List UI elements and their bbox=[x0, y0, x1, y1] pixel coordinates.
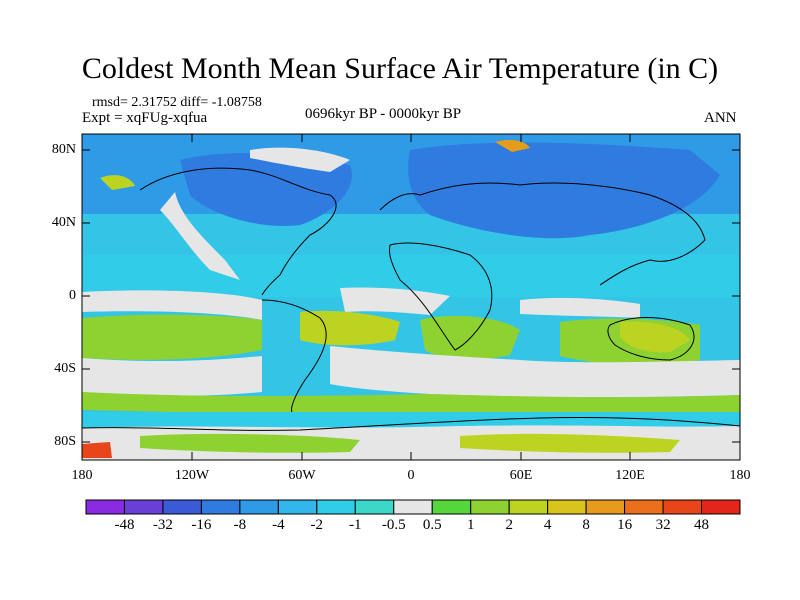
colorbar-label: -0.5 bbox=[381, 517, 406, 533]
colorbar-swatch bbox=[547, 499, 587, 515]
experiment-label: Expt = xqFUg-xqfua bbox=[82, 110, 208, 126]
colorbar-label: 16 bbox=[617, 517, 633, 533]
colorbar-label: 2 bbox=[505, 517, 513, 533]
colorbar-swatch bbox=[470, 499, 510, 515]
lat-label-40n: 40N bbox=[51, 215, 76, 230]
colorbar-label: -48 bbox=[114, 517, 135, 533]
colorbar-label: -1 bbox=[349, 517, 362, 533]
colorbar-swatch bbox=[162, 499, 202, 515]
colorbar-swatch bbox=[277, 499, 318, 515]
lat-label-80s: 80S bbox=[54, 434, 76, 449]
colorbar-swatch bbox=[354, 499, 395, 515]
lon-label-60w: 60W bbox=[288, 468, 316, 483]
rmsd-diff-stats: rmsd= 2.31752 diff= -1.08758 bbox=[92, 95, 262, 110]
colorbar-swatch bbox=[85, 499, 125, 515]
map-title: Coldest Month Mean Surface Air Temperatu… bbox=[81, 52, 719, 85]
colorbar-label: -4 bbox=[272, 517, 285, 533]
colorbar-swatch bbox=[431, 499, 472, 515]
colorbar-swatch bbox=[701, 499, 741, 515]
colorbar-swatch bbox=[508, 499, 549, 515]
lat-label-80n: 80N bbox=[51, 142, 76, 157]
colorbar-label: 1 bbox=[466, 517, 475, 533]
colorbar-swatch bbox=[393, 499, 433, 515]
colorbar-swatch bbox=[585, 499, 626, 515]
lon-label-120e: 120E bbox=[615, 468, 645, 483]
colorbar-swatch bbox=[239, 499, 279, 515]
colorbar-swatch bbox=[200, 499, 241, 515]
temperature-anomaly-field bbox=[82, 134, 740, 460]
period-label: 0696kyr BP - 0000kyr BP bbox=[305, 106, 462, 122]
colorbar-label: -8 bbox=[233, 517, 247, 533]
lon-label-0: 0 bbox=[407, 468, 415, 483]
season-label: ANN bbox=[704, 110, 737, 126]
colorbar-label: 0.5 bbox=[422, 517, 442, 533]
colorbar-label: -16 bbox=[191, 517, 212, 533]
lat-label-0: 0 bbox=[69, 288, 76, 303]
colorbar-label: 48 bbox=[694, 517, 709, 533]
colorbar-label: 32 bbox=[655, 517, 671, 533]
colorbar-swatch bbox=[123, 499, 164, 515]
colorbar-swatch bbox=[316, 499, 356, 515]
axis-ticks bbox=[81, 134, 741, 460]
coastlines bbox=[82, 167, 740, 431]
colorbar-label: -2 bbox=[310, 517, 324, 533]
lon-label-120w: 120W bbox=[174, 468, 210, 483]
lon-label-180w: 180 bbox=[71, 468, 93, 483]
lon-label-180e: 180 bbox=[729, 468, 751, 483]
colorbar-label: -32 bbox=[152, 517, 173, 533]
colorbar-swatch bbox=[624, 499, 664, 515]
lat-label-40s: 40S bbox=[54, 361, 76, 376]
lon-label-60e: 60E bbox=[509, 468, 533, 483]
colorbar-label: 4 bbox=[543, 517, 552, 533]
colorbar bbox=[85, 499, 741, 515]
colorbar-label: 8 bbox=[582, 517, 590, 533]
colorbar-swatch bbox=[662, 499, 703, 515]
